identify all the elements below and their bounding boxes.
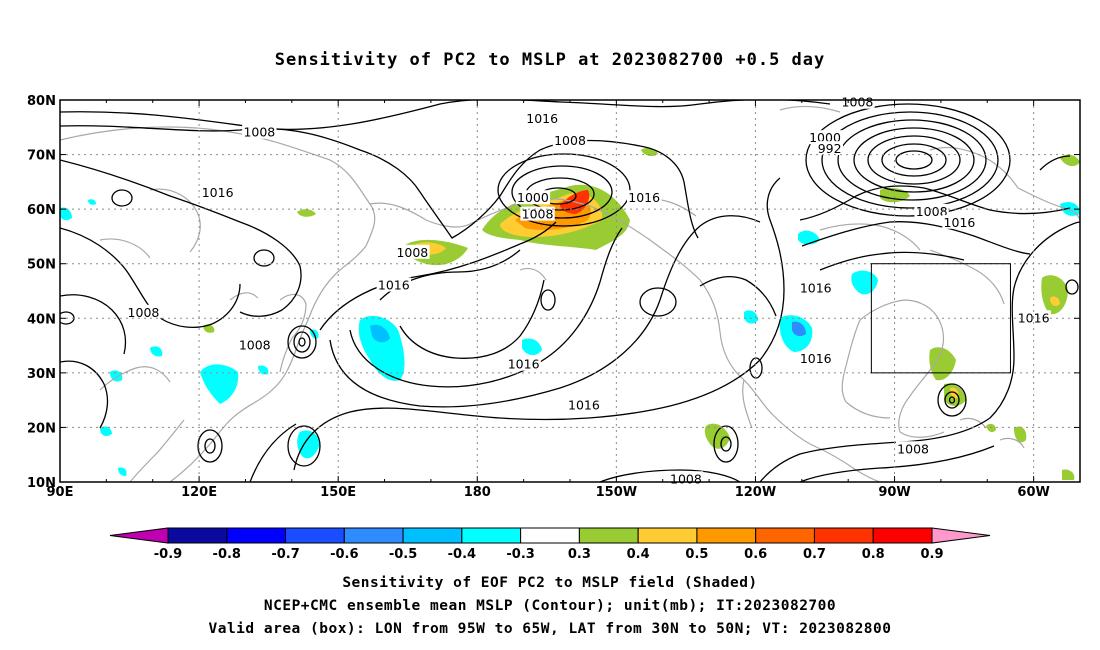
- contour-label: 992: [818, 141, 842, 156]
- contour-label: 1008: [916, 204, 948, 219]
- lat-tick-label: 50N: [27, 258, 56, 273]
- lat-tick-label: 20N: [27, 421, 56, 436]
- colorbar-min-arrow: [109, 527, 169, 544]
- colorbar-swatch: [637, 527, 698, 544]
- colorbar-label: 0.6: [744, 547, 767, 562]
- contour-label: 1008: [128, 305, 160, 320]
- colorbar-label: -0.5: [389, 547, 417, 562]
- contour-label: 1008: [670, 471, 702, 486]
- contour-label-bg: [626, 190, 662, 205]
- colorbar-max-arrow: [931, 527, 991, 544]
- contour-label: 1008: [239, 338, 271, 353]
- contour-label: 1008: [842, 95, 874, 110]
- contour-label-bg: [515, 190, 551, 205]
- lon-tick-label: 90W: [878, 485, 910, 500]
- map-frame: [59, 99, 1081, 483]
- colorbar-swatch: [813, 527, 874, 544]
- contour-label: 1016: [800, 351, 832, 366]
- contour-label-bg: [395, 244, 430, 259]
- lat-tick-label: 60N: [27, 203, 56, 218]
- colorbar-swatch: [696, 527, 757, 544]
- contour-label: 1016: [202, 185, 234, 200]
- colorbar-swatch: [578, 527, 639, 544]
- lat-tick-label: 10N: [27, 476, 56, 491]
- colorbar-swatch: [226, 527, 287, 544]
- colorbar-swatch: [872, 527, 933, 544]
- colorbar-label: 0.8: [862, 547, 885, 562]
- colorbar-swatch: [520, 527, 580, 544]
- colorbar-swatch: [461, 527, 522, 544]
- contour-label-bg: [914, 203, 949, 218]
- colorbar-label: 0.4: [627, 547, 650, 562]
- lon-tick-label: 120W: [735, 485, 776, 500]
- contour-label-bg: [942, 214, 977, 229]
- lat-tick-label: 80N: [27, 94, 56, 109]
- map-title: Sensitivity of PC2 to MSLP at 2023082700…: [274, 50, 826, 70]
- colorbar-label: 0.9: [920, 547, 943, 562]
- coastlines: [60, 105, 1080, 482]
- colorbar-label: 0.7: [803, 547, 826, 562]
- contour-label-bg: [524, 111, 560, 126]
- contour-label: 1008: [897, 441, 929, 456]
- colorbar-label: 0.3: [568, 547, 591, 562]
- lat-lon-grid: [60, 100, 1080, 482]
- colorbar-swatch: [402, 527, 463, 544]
- contour-label-bg: [242, 124, 277, 139]
- contour-label: 1000: [517, 190, 549, 205]
- contour-label-bg: [237, 337, 272, 352]
- map-axes: 10N 20N 30N 40N 50N 60N 70N 80N 90E 120E 150E 180 15…: [27, 94, 1080, 500]
- contour-label-bg: [376, 277, 412, 292]
- contour-label: 1016: [628, 190, 660, 205]
- contour-label: 1016: [944, 215, 976, 230]
- contour-label-bg: [816, 141, 844, 156]
- caption-shading: Sensitivity of EOF PC2 to MSLP field (Sh…: [342, 575, 758, 591]
- contour-label-bg: [506, 356, 541, 371]
- contour-label: 1008: [554, 133, 586, 148]
- colorbar-swatch: [285, 527, 345, 544]
- contour-label-bg: [566, 397, 602, 412]
- colorbar-label: -0.3: [506, 547, 534, 562]
- colorbar-label: -0.6: [330, 547, 358, 562]
- contour-label: 1016: [526, 111, 558, 126]
- lat-tick-label: 30N: [27, 367, 56, 382]
- colorbar-label: -0.7: [271, 547, 299, 562]
- colorbar-label: -0.4: [448, 547, 476, 562]
- contour-label: 1016: [508, 357, 540, 372]
- colorbar-swatch: [755, 527, 815, 544]
- contour-label-bg: [126, 304, 161, 319]
- contour-label: 1016: [568, 398, 600, 413]
- valid-area-box: [870, 263, 1011, 374]
- contour-label: 1008: [243, 125, 275, 140]
- contour-label-bg: [200, 184, 235, 199]
- contour-label-bg: [807, 130, 843, 145]
- lon-tick-label: 120E: [181, 485, 217, 500]
- contour-label-bg: [840, 94, 875, 109]
- contour-label-bg: [895, 441, 931, 456]
- caption-contour: NCEP+CMC ensemble mean MSLP (Contour); u…: [263, 598, 837, 614]
- contour-label-bg: [520, 206, 555, 221]
- contour-label-bg: [798, 280, 833, 295]
- contour-label: 1008: [522, 207, 554, 222]
- contour-label: 1016: [800, 280, 832, 295]
- contour-label: 1016: [378, 278, 410, 293]
- caption-valid-area: Valid area (box): LON from 95W to 65W, L…: [208, 621, 892, 637]
- lon-tick-label: 150E: [320, 485, 356, 500]
- lon-tick-label: 180: [464, 485, 491, 500]
- colorbar-label: -0.9: [154, 547, 182, 562]
- contour-label: 1008: [396, 245, 428, 260]
- colorbar: -0.9 -0.8 -0.7 -0.6 -0.5 -0.4 -0.3 0.3 0.4 0.5 0.6…: [109, 527, 991, 562]
- lat-tick-label: 70N: [27, 149, 56, 164]
- lat-tick-label: 40N: [27, 312, 56, 327]
- colorbar-swatch: [343, 527, 404, 544]
- lon-tick-label: 60W: [1017, 485, 1049, 500]
- lon-tick-label: 150W: [596, 485, 637, 500]
- colorbar-swatch: [167, 527, 228, 544]
- contour-label-bg: [798, 351, 833, 366]
- colorbar-label: -0.8: [213, 547, 241, 562]
- colorbar-label: 0.5: [685, 547, 708, 562]
- contour-label-bg: [552, 132, 588, 147]
- lon-tick-label: 90E: [47, 485, 74, 500]
- mslp-contours: [60, 100, 1080, 482]
